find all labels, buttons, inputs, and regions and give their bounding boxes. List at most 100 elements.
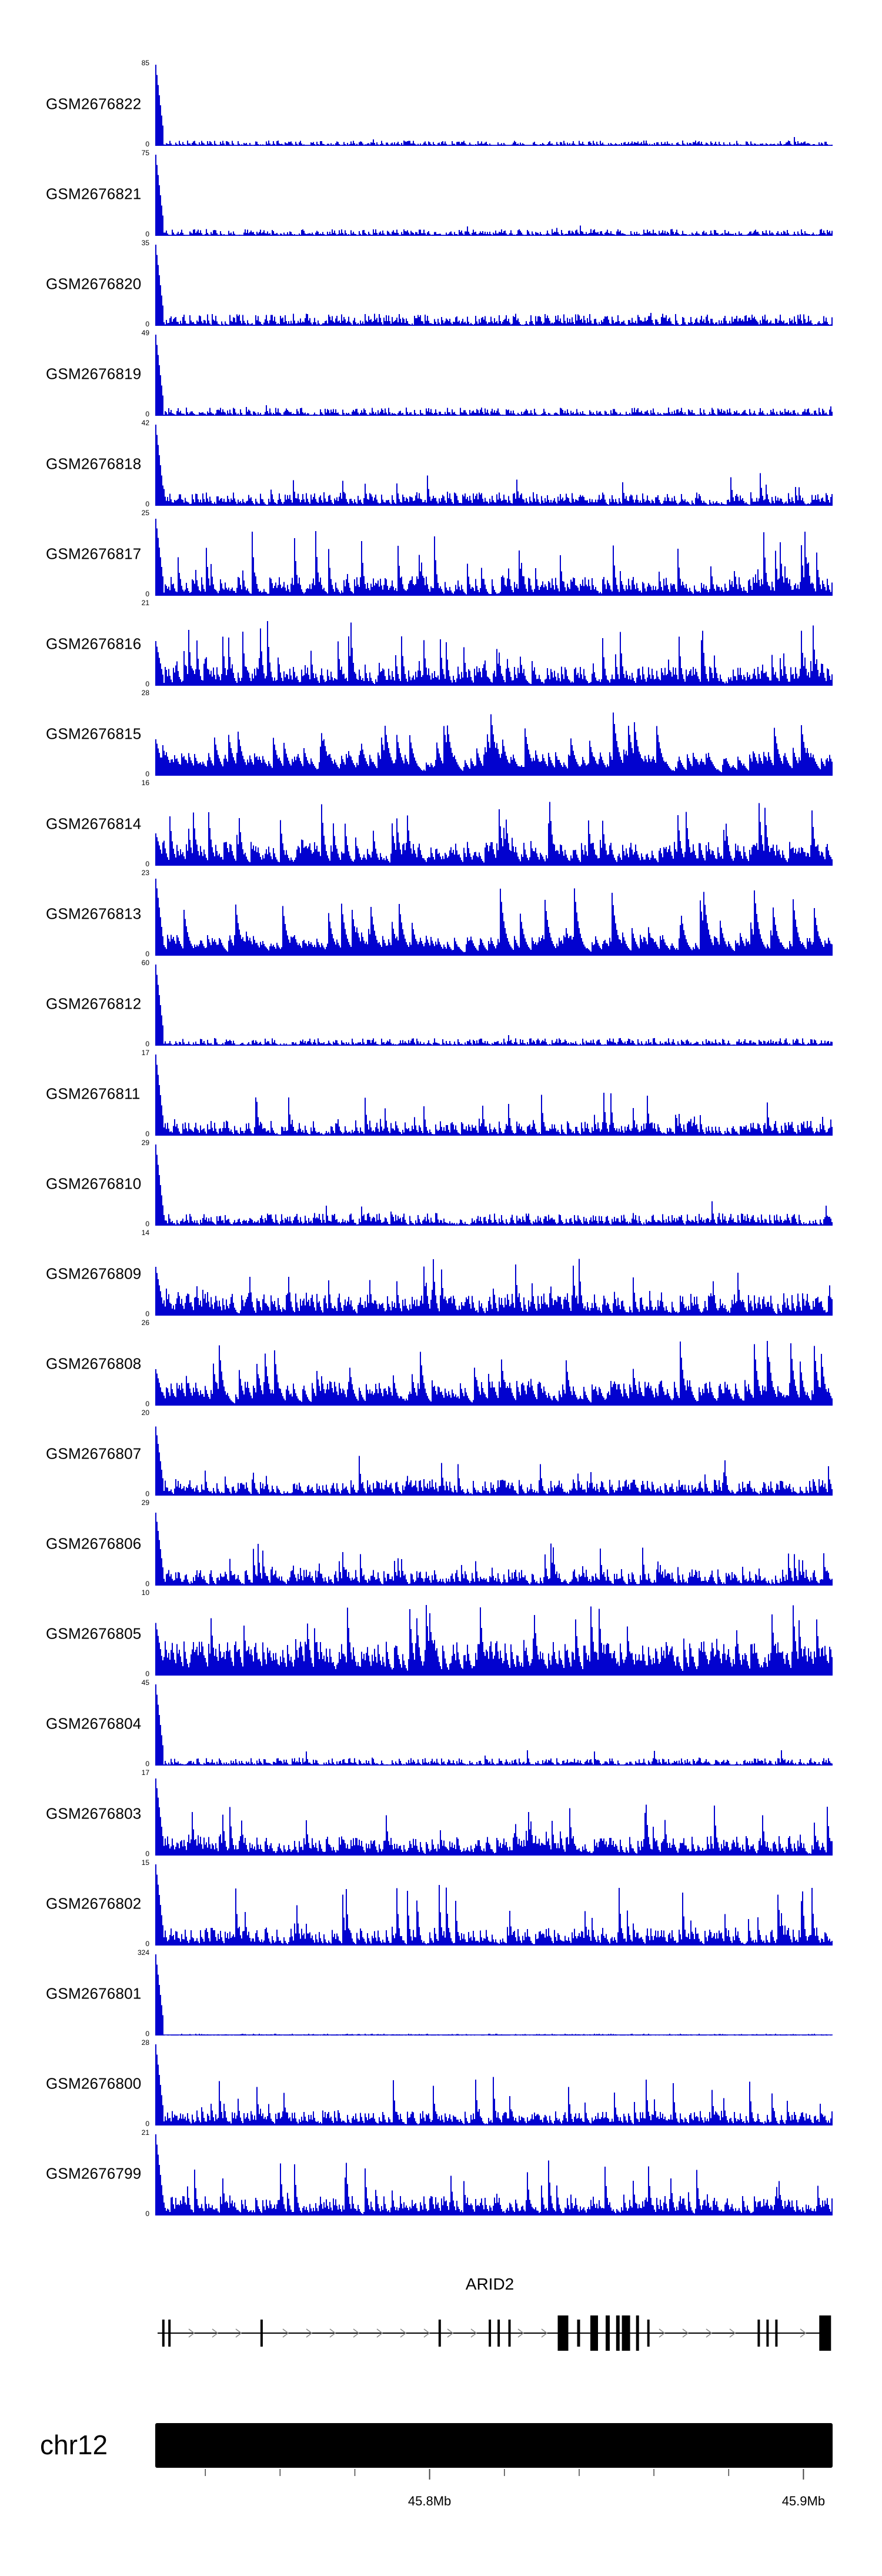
y-axis-max-label: 20 (141, 1409, 149, 1417)
y-axis-zero-label: 0 (145, 2030, 149, 2038)
y-axis-max-label: 10 (141, 1589, 149, 1597)
sample-id-label: GSM2676806 (46, 1534, 142, 1552)
coverage-histogram (155, 802, 833, 866)
sample-id-label: GSM2676805 (46, 1624, 142, 1642)
sample-id-label: GSM2676807 (46, 1444, 142, 1462)
y-axis-zero-label: 0 (145, 2210, 149, 2218)
coverage-track-row: GSM2676806 29 0 (0, 1499, 882, 1589)
coverage-histogram (155, 65, 833, 146)
strand-direction-chevron (541, 2328, 548, 2338)
strand-direction-chevron (470, 2328, 477, 2338)
y-axis-max-label: 15 (141, 1858, 149, 1867)
sample-id-label: GSM2676799 (46, 2164, 142, 2182)
y-axis-zero-label: 0 (145, 230, 149, 238)
coordinate-tick-label: 45.8Mb (407, 2494, 452, 2508)
coverage-histogram (155, 1864, 833, 1946)
sample-id-label: GSM2676819 (46, 365, 142, 382)
chromosome-ideogram (155, 2423, 833, 2468)
strand-direction-chevron (447, 2328, 454, 2338)
y-axis-max-label: 60 (141, 959, 149, 967)
coverage-track-row: GSM2676804 45 0 (0, 1679, 882, 1769)
exon-block (636, 2315, 639, 2351)
sample-id-label: GSM2676820 (46, 275, 142, 292)
exon-block (819, 2315, 831, 2351)
exon-block (590, 2315, 598, 2351)
gene-name-label: ARID2 (465, 2275, 514, 2293)
sample-id-label: GSM2676809 (46, 1264, 142, 1282)
sample-id-label: GSM2676811 (46, 1085, 141, 1102)
coverage-track-row: GSM2676821 75 0 (0, 149, 882, 239)
coverage-histogram (155, 1144, 833, 1226)
strand-direction-chevron (682, 2328, 689, 2338)
coverage-track-row: GSM2676807 20 0 (0, 1409, 882, 1499)
coverage-track-row: GSM2676820 35 0 (0, 239, 882, 329)
sample-id-label: GSM2676801 (46, 1984, 142, 2002)
strand-direction-chevron (517, 2328, 524, 2338)
exon-block (766, 2320, 769, 2347)
y-axis-zero-label: 0 (145, 500, 149, 508)
y-axis-zero-label: 0 (145, 1220, 149, 1228)
y-axis-max-label: 21 (141, 599, 149, 607)
coverage-track-row: GSM2676817 25 0 (0, 509, 882, 599)
coverage-track-row: GSM2676808 26 0 (0, 1319, 882, 1409)
exon-block (168, 2320, 171, 2347)
strand-direction-chevron (423, 2328, 430, 2338)
strand-direction-chevron (188, 2328, 195, 2338)
coverage-histogram (155, 1055, 833, 1136)
sample-id-label: GSM2676817 (46, 545, 142, 562)
y-axis-max-label: 29 (141, 1139, 149, 1147)
exon-block (162, 2320, 165, 2347)
coverage-histogram (155, 518, 833, 596)
coverage-track-row: GSM2676811 17 0 (0, 1049, 882, 1139)
y-axis-max-label: 26 (141, 1319, 149, 1327)
coverage-track-row: GSM2676818 42 0 (0, 419, 882, 509)
y-axis-zero-label: 0 (145, 860, 149, 868)
y-axis-zero-label: 0 (145, 770, 149, 778)
strand-direction-chevron (235, 2328, 242, 2338)
coverage-track-row: GSM2676802 15 0 (0, 1858, 882, 1948)
coverage-histogram (155, 1512, 833, 1586)
y-axis-max-label: 23 (141, 869, 149, 877)
y-axis-max-label: 21 (141, 2128, 149, 2137)
sample-id-label: GSM2676822 (46, 95, 142, 112)
coverage-histogram (155, 155, 833, 236)
exon-block (260, 2320, 263, 2347)
y-axis-max-label: 324 (137, 1948, 149, 1957)
sample-id-label: GSM2676818 (46, 455, 142, 472)
strand-direction-chevron (729, 2328, 736, 2338)
exon-block (508, 2320, 511, 2347)
coordinate-ruler-ticks (205, 2469, 804, 2480)
coverage-track-list: GSM2676822 85 0 GSM2676821 75 0 GSM26768… (0, 59, 882, 2218)
y-axis-zero-label: 0 (145, 950, 149, 958)
y-axis-zero-label: 0 (145, 1850, 149, 1858)
y-axis-max-label: 85 (141, 59, 149, 67)
exon-block (647, 2320, 650, 2347)
y-axis-max-label: 42 (141, 419, 149, 427)
strand-direction-chevron (212, 2328, 219, 2338)
coverage-histogram (155, 620, 833, 686)
coverage-track-row: GSM2676799 21 0 (0, 2128, 882, 2218)
sample-id-label: GSM2676800 (46, 2074, 142, 2092)
gene-model-diagram (158, 2315, 831, 2351)
chromosome-label: chr12 (40, 2430, 108, 2460)
y-axis-max-label: 35 (141, 239, 149, 247)
coverage-histogram (155, 335, 833, 416)
coverage-track-row: GSM2676816 21 0 (0, 599, 882, 689)
sample-id-label: GSM2676804 (46, 1714, 142, 1732)
strand-direction-chevron (282, 2328, 289, 2338)
y-axis-max-label: 17 (141, 1769, 149, 1777)
y-axis-zero-label: 0 (145, 680, 149, 688)
sample-id-label: GSM2676816 (46, 635, 142, 652)
coverage-track-row: GSM2676813 23 0 (0, 869, 882, 959)
sample-id-label: GSM2676814 (46, 815, 142, 832)
y-axis-zero-label: 0 (145, 140, 149, 148)
y-axis-zero-label: 0 (145, 1490, 149, 1498)
strand-direction-chevron (376, 2328, 383, 2338)
coverage-track-row: GSM2676805 10 0 (0, 1589, 882, 1679)
sample-id-label: GSM2676815 (46, 725, 142, 742)
exon-block (616, 2315, 620, 2351)
coverage-histogram (155, 2044, 833, 2125)
exon-block (497, 2320, 500, 2347)
coverage-histogram (155, 1341, 833, 1406)
